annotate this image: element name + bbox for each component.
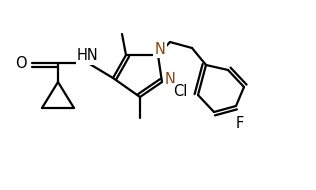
Text: N: N bbox=[155, 41, 166, 56]
Text: O: O bbox=[15, 55, 27, 70]
Text: F: F bbox=[236, 116, 244, 131]
Text: N: N bbox=[165, 73, 175, 88]
Text: Cl: Cl bbox=[173, 85, 188, 100]
Text: HN: HN bbox=[77, 48, 99, 63]
